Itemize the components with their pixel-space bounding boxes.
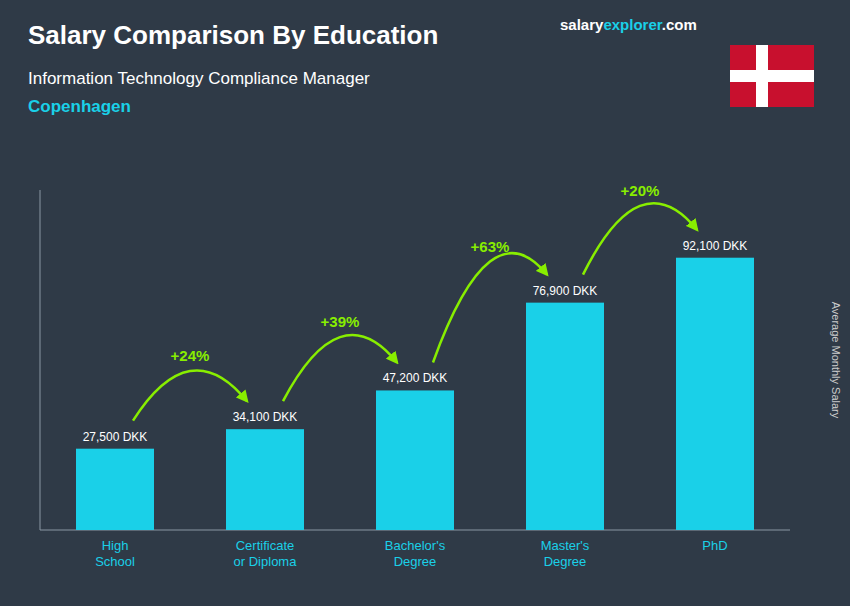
x-tick-label: Bachelor'sDegree xyxy=(385,538,446,569)
pct-label: +63% xyxy=(471,238,510,255)
watermark: salaryexplorer.com xyxy=(560,16,697,33)
x-tick-label: Master'sDegree xyxy=(541,538,590,569)
bar xyxy=(676,258,754,530)
value-label: 34,100 DKK xyxy=(233,410,298,424)
y-axis-line xyxy=(40,190,41,530)
flag-field xyxy=(730,45,814,107)
watermark-part: salary xyxy=(560,16,604,33)
y-axis-label: Average Monthly Salary xyxy=(830,302,842,419)
title: Salary Comparison By Education xyxy=(28,20,438,50)
pct-arrow xyxy=(133,370,247,420)
pct-label: +24% xyxy=(171,347,210,364)
chart: Salary Comparison By Education Informatio… xyxy=(0,0,850,606)
watermark-part: explorer xyxy=(603,16,662,33)
value-label: 47,200 DKK xyxy=(383,371,448,385)
bar xyxy=(76,449,154,530)
bars xyxy=(76,258,754,530)
pct-arrow xyxy=(433,253,547,362)
pct-arrow xyxy=(283,335,397,401)
bar xyxy=(526,303,604,530)
watermark-part: .com xyxy=(662,16,697,33)
flag xyxy=(730,45,814,107)
subtitle: Information Technology Compliance Manage… xyxy=(28,69,370,88)
x-tick-label: Certificateor Diploma xyxy=(234,538,298,569)
x-tick-label: HighSchool xyxy=(95,538,135,569)
x-tick-label: PhD xyxy=(702,538,727,553)
pct-arrow xyxy=(583,203,697,274)
bar xyxy=(376,390,454,530)
bar xyxy=(226,429,304,530)
value-label: 76,900 DKK xyxy=(533,284,598,298)
flag-cross xyxy=(730,70,814,82)
pct-label: +39% xyxy=(321,313,360,330)
location: Copenhagen xyxy=(28,97,131,116)
pct-label: +20% xyxy=(621,182,660,199)
value-label: 92,100 DKK xyxy=(683,239,748,253)
value-label: 27,500 DKK xyxy=(83,430,148,444)
background xyxy=(0,0,850,606)
